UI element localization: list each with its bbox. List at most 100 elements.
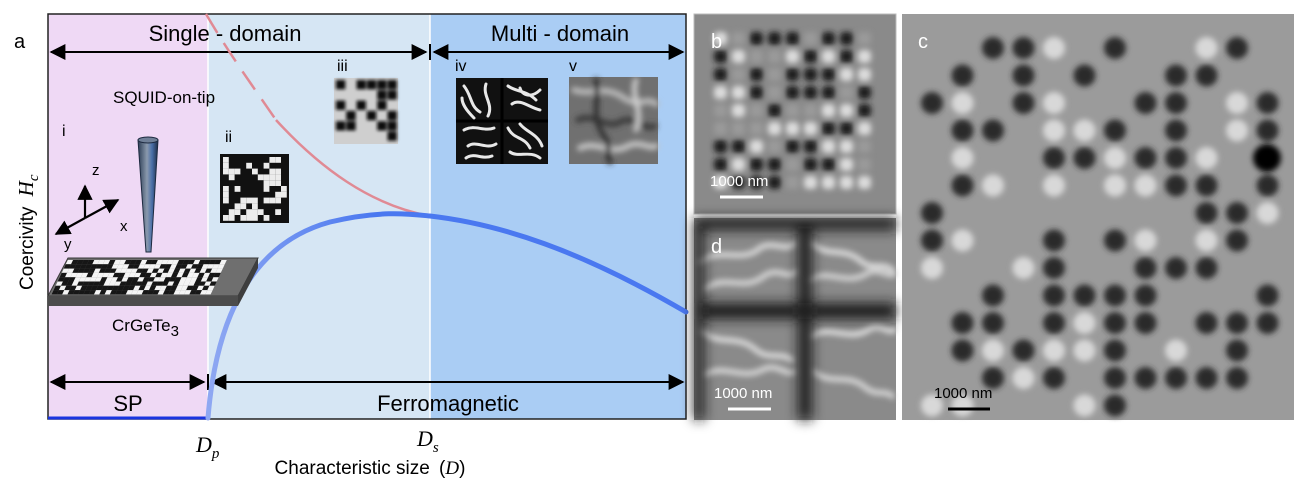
panel-c-dot	[1165, 174, 1187, 197]
panel-c-pattern	[921, 37, 1281, 417]
panel-b-cell	[822, 104, 835, 117]
sample-pixel	[192, 260, 201, 265]
sample-pixel	[90, 264, 98, 269]
sample-pixel	[189, 290, 197, 295]
sample-pixel	[143, 264, 151, 269]
sample-pixel	[124, 260, 132, 265]
single-domain-label: Single - domain	[149, 21, 302, 46]
panel-c-dot	[982, 312, 1004, 334]
inset-ii-pixel	[252, 215, 258, 221]
sample-pixel	[126, 277, 134, 282]
panel-b-cell	[714, 140, 727, 153]
panel-b-cell	[750, 86, 763, 99]
sample-pixel	[74, 285, 83, 291]
panel-c-dot	[1104, 284, 1126, 307]
panel-b-cell	[858, 86, 871, 99]
inset-ii-pixel	[228, 215, 235, 221]
sample-pixel	[181, 272, 189, 278]
inset-ii-pixel	[263, 215, 270, 221]
panel-b-cell	[804, 158, 817, 171]
sample-pixel	[92, 260, 100, 265]
inset-iii-cell	[387, 121, 397, 131]
panel-c-dot	[1226, 367, 1248, 389]
sample-pixel	[134, 260, 142, 265]
sample-pixel	[213, 272, 221, 278]
sample-pixel	[103, 281, 111, 286]
sample-pixel	[175, 285, 183, 291]
inset-ii-pixel	[275, 157, 281, 163]
panel-c-dot	[1256, 119, 1279, 142]
panel-c-dot	[1012, 367, 1035, 389]
sample-pixel	[64, 285, 72, 291]
panel-b-cell	[732, 176, 745, 189]
inset-ii-pixel	[234, 186, 241, 192]
panel-b-cell	[822, 122, 835, 135]
panel-b-cell	[858, 122, 871, 135]
inset-iii-pattern	[336, 80, 397, 141]
inset-ii-pixel	[228, 174, 235, 181]
sample-pixel	[110, 277, 119, 282]
sample-pixel	[78, 290, 86, 295]
sample-pixel	[79, 264, 87, 269]
panel-d-label: d	[711, 236, 722, 258]
panel-c-dot	[1104, 394, 1126, 417]
sample-pixel	[115, 290, 123, 295]
sample-pixel	[190, 264, 199, 269]
inset-ii-pixel	[269, 174, 276, 181]
inset-ii-pixel	[263, 162, 270, 169]
panel-b-cell	[768, 104, 781, 117]
ferromagnetic-label: Ferromagnetic	[377, 391, 519, 416]
sample-pixel	[157, 290, 165, 295]
inset-ii-pixel	[275, 168, 281, 175]
inset-iii-cell	[346, 110, 356, 121]
dp-mark: Dp	[195, 432, 220, 462]
panel-d-texture	[697, 241, 897, 399]
inset-ii-pixel	[240, 215, 247, 221]
squid-tip-top	[137, 136, 159, 144]
sample-pixel	[153, 277, 161, 282]
sample-pixel	[203, 260, 211, 265]
multi-domain-region-bg	[430, 14, 686, 419]
panel-c-dot	[1104, 119, 1126, 142]
panel-b-cell	[804, 140, 817, 153]
sample-pixel	[53, 285, 61, 291]
sample-pixel	[120, 290, 128, 295]
sample-pixel	[97, 260, 105, 265]
sample-pixel	[135, 281, 143, 286]
panel-b-cell	[804, 32, 817, 45]
panel-b-cell	[840, 86, 853, 99]
panel-c-dot	[921, 394, 943, 417]
sample-pixel	[68, 277, 76, 282]
sample-pixel	[137, 277, 145, 282]
sample-pixel	[67, 268, 75, 273]
panel-b-cell	[732, 158, 745, 171]
panel-c-dot	[1256, 312, 1279, 334]
sample-pixel	[116, 264, 125, 269]
panel-b-cell	[768, 176, 781, 189]
sample-pixel	[212, 264, 220, 269]
panel-b-cell	[786, 176, 799, 189]
inset-ii-pixel	[223, 191, 229, 198]
inset-iii-cell	[387, 90, 397, 100]
sample-pixel	[105, 277, 113, 282]
sample-pixel	[131, 277, 140, 282]
panel-b-cell	[822, 68, 835, 81]
sample-pixel	[58, 285, 67, 291]
sample-pixel	[82, 281, 90, 286]
sample-pixel	[206, 264, 215, 269]
panel-c-dot	[1226, 92, 1248, 114]
panel-c-dot	[1073, 312, 1096, 334]
y-axis-symbol: H	[14, 179, 38, 197]
panel-b-cell	[714, 86, 727, 99]
panel-c-dot	[951, 92, 974, 114]
panel-c-dot	[1226, 339, 1248, 362]
sample-pixel	[161, 281, 169, 286]
inset-iii-cell	[336, 80, 346, 90]
x-axis-label: Characteristic size (D)	[275, 458, 466, 479]
panel-c-dot	[1195, 147, 1218, 169]
panel-c-dot	[1134, 229, 1157, 252]
sample-pixel	[144, 272, 152, 278]
sample-pixel	[88, 268, 96, 273]
panel-b-cell	[822, 50, 835, 63]
sample-pixel	[204, 268, 213, 273]
